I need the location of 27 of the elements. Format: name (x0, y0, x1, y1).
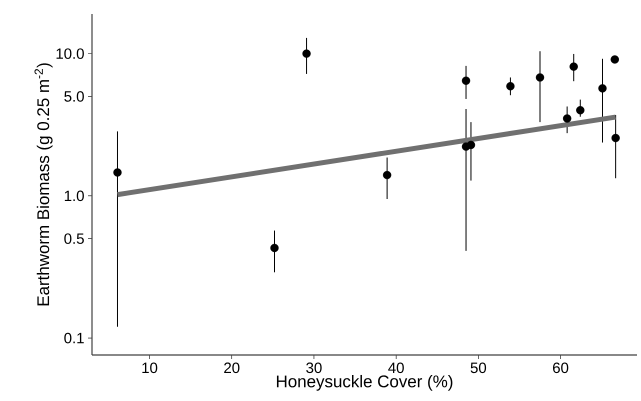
y-tick-label: 0.1 (64, 332, 84, 344)
point (113, 168, 122, 177)
point (466, 140, 476, 150)
x-tick-label: 50 (470, 362, 486, 374)
point (598, 84, 607, 93)
point (506, 82, 515, 90)
y-tick-label: 1.0 (64, 190, 84, 202)
point (576, 106, 584, 114)
point (562, 114, 572, 123)
x-axis-title: Honeysuckle Cover (%) (276, 374, 452, 391)
x-tick-label: 30 (306, 362, 322, 374)
point (462, 76, 470, 85)
point (382, 170, 392, 180)
y-tick-label: 5.0 (64, 91, 84, 102)
y-tick-label: 0.5 (64, 233, 84, 244)
x-tick-label: 10 (142, 362, 158, 374)
point (302, 49, 311, 58)
point (570, 62, 578, 71)
point (611, 134, 620, 142)
x-tick-label: 40 (388, 362, 404, 374)
x-tick-label: 60 (553, 362, 568, 374)
x-tick-label: 20 (224, 362, 240, 374)
y-tick-label: 10.0 (56, 48, 84, 59)
y-axis-title: Earthworm Biomass (g 0.25 m$^{-2}$) (34, 63, 53, 306)
point (610, 55, 619, 64)
point (536, 73, 544, 82)
point (270, 244, 279, 252)
